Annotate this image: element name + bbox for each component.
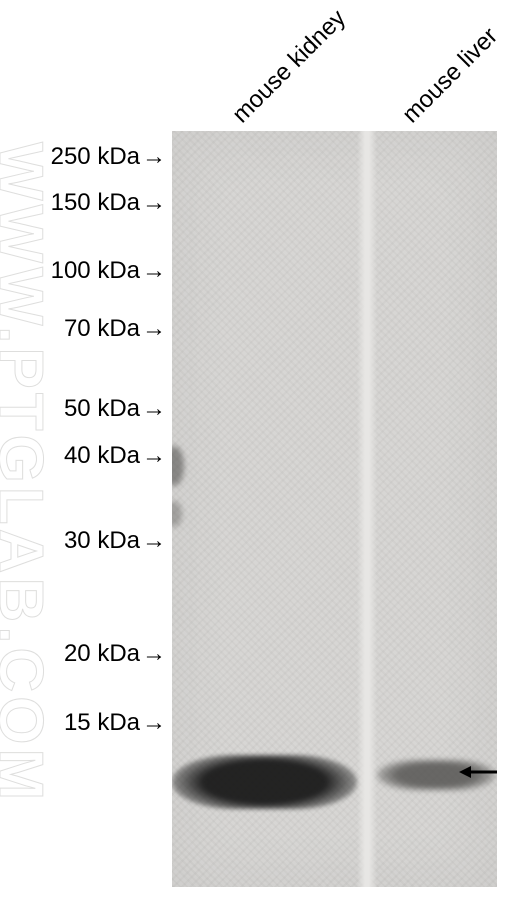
protein-band <box>172 755 357 809</box>
arrow-right-icon: → <box>142 642 166 666</box>
lane-separator <box>357 131 377 887</box>
marker-label: 40 kDa→ <box>64 442 166 470</box>
lane-label: mouse liver <box>397 22 504 129</box>
marker-label: 50 kDa→ <box>64 395 166 423</box>
marker-label: 15 kDa→ <box>64 709 166 737</box>
marker-text: 15 kDa <box>64 709 140 737</box>
arrow-right-icon: → <box>142 444 166 468</box>
marker-text: 40 kDa <box>64 442 140 470</box>
marker-label: 250 kDa→ <box>51 143 166 171</box>
marker-text: 150 kDa <box>51 189 140 217</box>
marker-label: 150 kDa→ <box>51 189 166 217</box>
lane-labels-group: mouse kidneymouse liver <box>172 0 497 131</box>
arrow-right-icon: → <box>142 259 166 283</box>
arrow-right-icon: → <box>142 397 166 421</box>
arrow-right-icon: → <box>142 317 166 341</box>
band-indicator-arrow <box>459 764 497 780</box>
arrow-right-icon: → <box>142 529 166 553</box>
arrow-right-icon: → <box>142 145 166 169</box>
marker-text: 50 kDa <box>64 395 140 423</box>
marker-text: 70 kDa <box>64 315 140 343</box>
arrow-right-icon: → <box>142 711 166 735</box>
marker-text: 250 kDa <box>51 143 140 171</box>
marker-text: 100 kDa <box>51 257 140 285</box>
marker-text: 20 kDa <box>64 640 140 668</box>
blot-membrane <box>172 131 497 887</box>
marker-label: 30 kDa→ <box>64 527 166 555</box>
figure-root: mouse kidneymouse liver 250 kDa→150 kDa→… <box>0 0 510 903</box>
marker-label: 20 kDa→ <box>64 640 166 668</box>
lane-label: mouse kidney <box>227 4 352 129</box>
arrow-right-icon: → <box>142 191 166 215</box>
marker-text: 30 kDa <box>64 527 140 555</box>
marker-label: 100 kDa→ <box>51 257 166 285</box>
marker-labels-group: 250 kDa→150 kDa→100 kDa→70 kDa→50 kDa→40… <box>0 0 172 903</box>
marker-label: 70 kDa→ <box>64 315 166 343</box>
